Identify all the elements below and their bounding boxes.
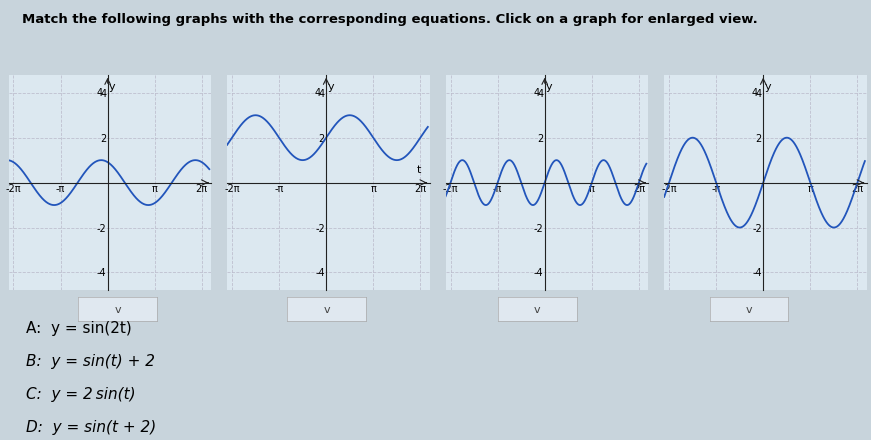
Text: D:  y = sin(t + 2): D: y = sin(t + 2) xyxy=(26,420,157,435)
Text: y: y xyxy=(765,82,771,92)
Text: t: t xyxy=(417,165,422,175)
Text: A:  y = sin(2t): A: y = sin(2t) xyxy=(26,321,132,336)
Text: v: v xyxy=(323,305,330,315)
Text: y: y xyxy=(327,82,334,92)
Text: y: y xyxy=(546,82,552,92)
Text: 4: 4 xyxy=(97,88,103,98)
Text: 4: 4 xyxy=(752,88,758,98)
Text: y: y xyxy=(109,82,116,92)
Text: v: v xyxy=(114,305,121,315)
Text: Match the following graphs with the corresponding equations. Click on a graph fo: Match the following graphs with the corr… xyxy=(22,13,758,26)
Text: 4: 4 xyxy=(314,88,321,98)
Text: v: v xyxy=(534,305,541,315)
Text: v: v xyxy=(746,305,753,315)
Text: B:  y = sin(t) + 2: B: y = sin(t) + 2 xyxy=(26,354,155,369)
Text: 4: 4 xyxy=(533,88,539,98)
Text: C:  y = 2 sin(t): C: y = 2 sin(t) xyxy=(26,387,136,402)
